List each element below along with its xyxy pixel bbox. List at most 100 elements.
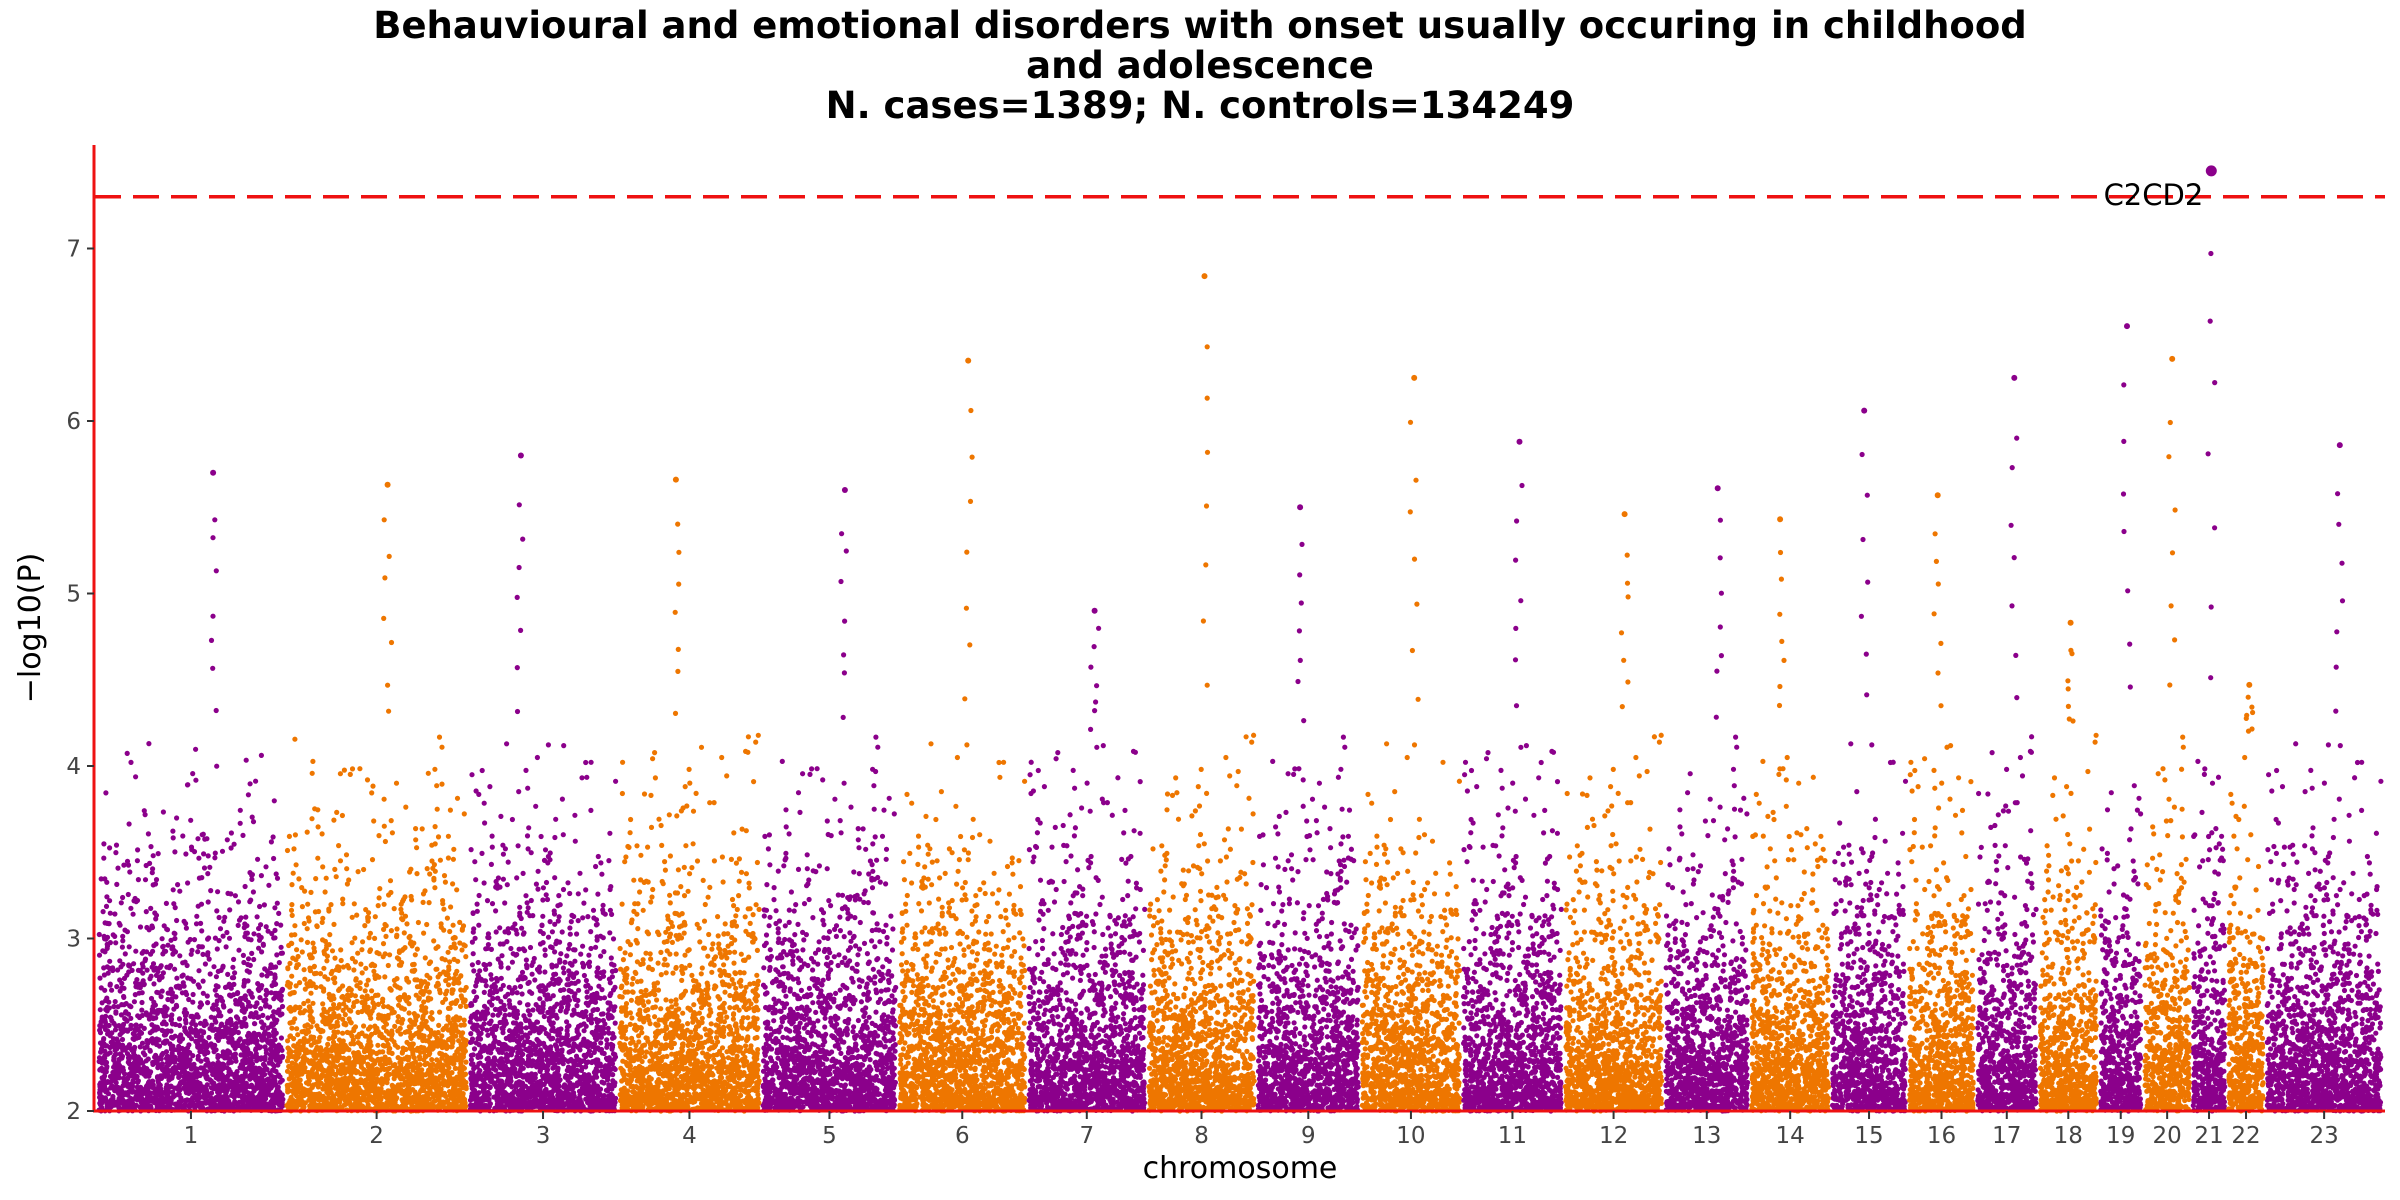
hit-support-point [1409, 647, 1415, 654]
hit-support-point [1624, 552, 1630, 558]
data-points [96, 732, 2384, 1114]
hit-support-point [2208, 250, 2214, 257]
hit-support-point [208, 637, 215, 644]
top-hit-chr-7 [1091, 607, 1098, 614]
hit-support-point [2125, 588, 2131, 594]
hit-support-point [1414, 601, 1420, 607]
hit-support-point [1777, 683, 1783, 690]
hit-support-point [1513, 557, 1519, 563]
hit-support-point [386, 553, 392, 560]
x-axis-label: chromosome [1143, 1151, 1338, 1186]
hit-support-point [1777, 611, 1783, 617]
hit-support-point [2014, 695, 2020, 701]
x-tick-label: 9 [1301, 1123, 1316, 1149]
hit-support-point [1714, 668, 1720, 674]
hit-support-point [2336, 521, 2342, 527]
hit-support-point [1094, 683, 1100, 689]
top-hit-chr-2 [384, 481, 391, 488]
top-hit-chr-22 [2246, 681, 2253, 688]
top-hit-chr-14 [1777, 516, 1784, 523]
top-hit-chr-1 [210, 469, 217, 476]
hit-support-point [1297, 572, 1303, 578]
hit-support-point [1619, 704, 1625, 710]
hit-support-point [1093, 699, 1099, 705]
hit-support-point [2167, 419, 2173, 426]
hit-support-point [388, 639, 395, 646]
hit-support-point [514, 665, 520, 671]
top-hit-chr-12 [1621, 511, 1628, 518]
x-tick-label: 10 [1396, 1123, 1425, 1149]
hit-support-point [968, 407, 974, 414]
hit-support-point [2333, 664, 2339, 670]
annotations: C2CD2 [2104, 178, 2204, 212]
x-tick-label: 19 [2106, 1123, 2135, 1149]
hit-support-point [1776, 702, 1783, 709]
x-tick-label: 5 [822, 1123, 837, 1149]
x-axis-ticks: 1 2 3 4 5 6 7 8 9 10 11 12 13 14 15 16 17 18 19 20 21 22 23 [184, 1111, 2339, 1149]
hit-support-point [382, 575, 388, 581]
x-tick-label: 4 [682, 1123, 697, 1149]
hit-support-point [841, 652, 847, 658]
hit-support-point [520, 536, 526, 542]
y-tick-label: 3 [66, 927, 81, 953]
hit-support-point [2121, 528, 2127, 535]
hit-support-point [2009, 603, 2015, 609]
hit-support-point [2066, 716, 2072, 722]
annotation-label: C2CD2 [2104, 178, 2204, 212]
hit-support-point [1413, 477, 1419, 483]
hit-support-point [2008, 522, 2014, 528]
hit-support-point [672, 710, 679, 717]
hit-support-point [2065, 678, 2071, 684]
hit-support-point [1092, 708, 1098, 714]
hit-support-point [1781, 657, 1787, 664]
hit-support-point [1625, 679, 1631, 685]
x-tick-label: 8 [1194, 1123, 1209, 1149]
hit-support-point [2169, 550, 2176, 556]
hit-support-point [2334, 629, 2340, 635]
x-tick-label: 18 [2054, 1123, 2083, 1149]
hit-support-point [1938, 640, 1944, 647]
hit-support-point [1295, 678, 1301, 685]
hit-support-point [1298, 600, 1304, 606]
hit-support-point [2172, 637, 2178, 643]
hit-support-point [676, 549, 682, 555]
x-tick-label: 2 [369, 1123, 384, 1149]
top-hit-chr-4 [672, 476, 679, 483]
top-hit-chr-9 [1297, 504, 1304, 511]
hit-support-point [2249, 704, 2255, 710]
hit-support-point [1860, 536, 1866, 543]
hit-support-point [2121, 438, 2127, 444]
hit-support-point [963, 605, 970, 611]
hit-support-point [1621, 657, 1627, 663]
hit-support-point [2065, 686, 2071, 692]
hit-support-point [1513, 703, 1520, 709]
y-tick-label: 6 [66, 409, 81, 435]
chart-title: Behauvioural and emotional disorders wit… [0, 6, 2400, 126]
hit-support-point [2011, 555, 2017, 561]
hit-support-point [1297, 657, 1303, 664]
hit-support-point [213, 568, 219, 574]
x-tick-label: 15 [1854, 1123, 1883, 1149]
hit-support-point [1203, 503, 1210, 509]
hit-support-point [2339, 598, 2346, 604]
hit-support-point [1713, 714, 1719, 720]
hit-support-point [385, 682, 391, 688]
x-tick-label: 1 [184, 1123, 199, 1149]
top-hit-chr-21 [2205, 165, 2217, 177]
points-even-chromosomes [284, 732, 2266, 1114]
hit-support-point [2168, 603, 2174, 609]
hit-support-point [840, 714, 846, 721]
hit-support-point [1296, 628, 1302, 634]
hit-support-point [2167, 682, 2173, 688]
top-hit-chr-8 [1201, 273, 1208, 280]
hit-support-point [514, 708, 521, 715]
hit-support-point [1624, 580, 1631, 586]
x-tick-label: 7 [1079, 1123, 1094, 1149]
hit-support-point [1415, 696, 1421, 702]
top-hit-chr-16 [1934, 492, 1941, 499]
y-tick-label: 5 [66, 582, 81, 608]
y-axis-label: −log10(P) [13, 553, 48, 704]
hit-support-point [1519, 482, 1525, 489]
points-odd-chromosomes [96, 734, 2384, 1114]
